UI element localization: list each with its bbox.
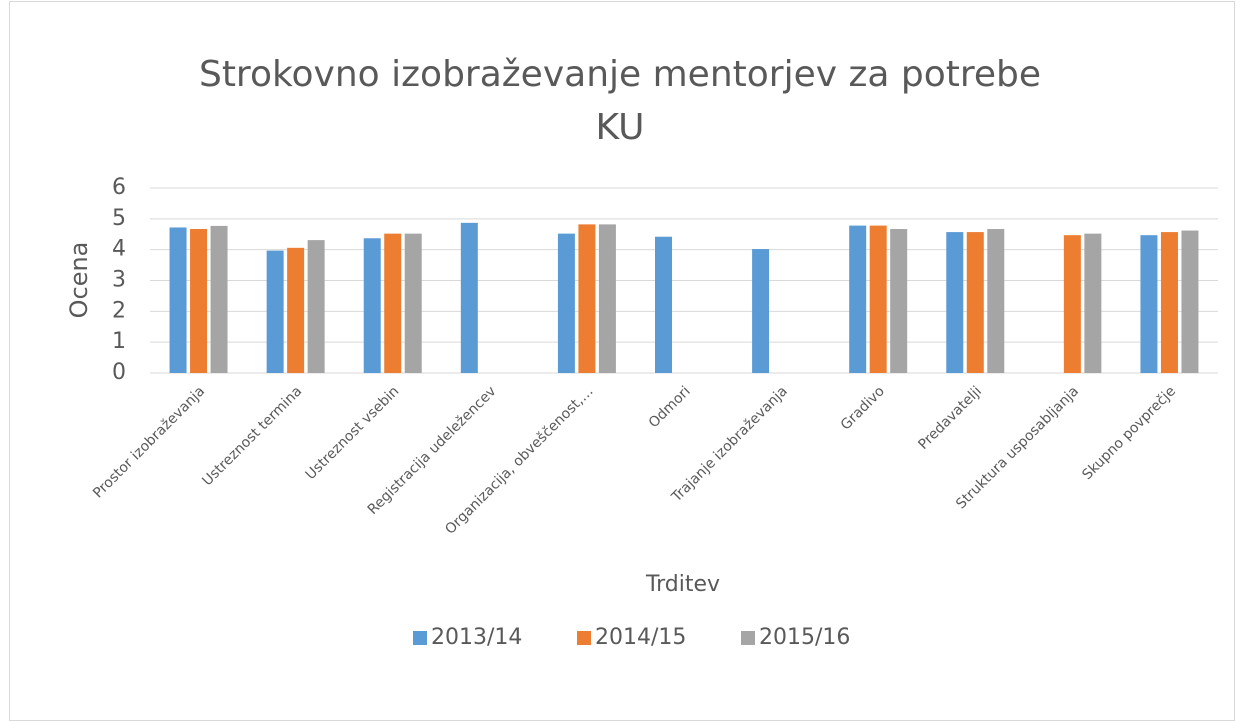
bar	[578, 224, 596, 373]
y-tick-label: 4	[112, 237, 126, 262]
bar	[598, 224, 616, 373]
bar	[849, 225, 867, 373]
bar	[1063, 235, 1081, 373]
bar	[1140, 235, 1158, 373]
bar	[190, 229, 208, 373]
bar	[557, 233, 575, 373]
bar	[266, 250, 284, 373]
y-tick-label: 2	[112, 298, 126, 323]
bar	[384, 233, 402, 373]
legend-swatch	[577, 631, 591, 645]
bar	[307, 240, 325, 373]
bar	[363, 238, 381, 373]
x-tick-label: Ustreznost vsebin	[303, 383, 403, 483]
bar	[1160, 232, 1178, 373]
bar	[987, 229, 1005, 373]
legend-label: 2013/14	[431, 625, 522, 650]
bar	[169, 227, 187, 373]
y-tick-label: 1	[112, 329, 126, 354]
x-tick-label: Ustreznost termina	[199, 383, 305, 489]
x-tick-label: Predavatelji	[915, 383, 985, 453]
y-axis-label: Ocena	[65, 242, 93, 319]
legend-label: 2015/16	[759, 625, 850, 650]
x-axis-label: Trditev	[645, 572, 720, 597]
legend-label: 2014/15	[595, 625, 686, 650]
bar	[210, 225, 228, 373]
y-tick-label: 3	[112, 268, 126, 293]
legend-swatch	[413, 631, 427, 645]
bar	[752, 249, 770, 373]
x-tick-label: Prostor izobraževanja	[90, 383, 208, 501]
legend-swatch	[741, 631, 755, 645]
bar	[869, 225, 887, 373]
x-tick-label: Gradivo	[838, 383, 888, 433]
bar	[946, 232, 964, 373]
bar	[460, 222, 478, 373]
bar	[404, 233, 422, 373]
bar	[287, 247, 305, 373]
chart-title: Strokovno izobraževanje mentorjev za pot…	[198, 54, 1042, 148]
x-tick-label: Skupno povprečje	[1079, 383, 1179, 483]
bar	[1181, 230, 1199, 373]
y-tick-label: 5	[112, 206, 126, 231]
y-tick-label: 0	[112, 360, 126, 385]
bar	[966, 232, 984, 373]
bar	[890, 229, 908, 373]
bar	[655, 236, 672, 373]
x-tick-label: Odmori	[646, 383, 694, 431]
bar	[1084, 233, 1102, 373]
y-tick-label: 6	[112, 175, 126, 200]
